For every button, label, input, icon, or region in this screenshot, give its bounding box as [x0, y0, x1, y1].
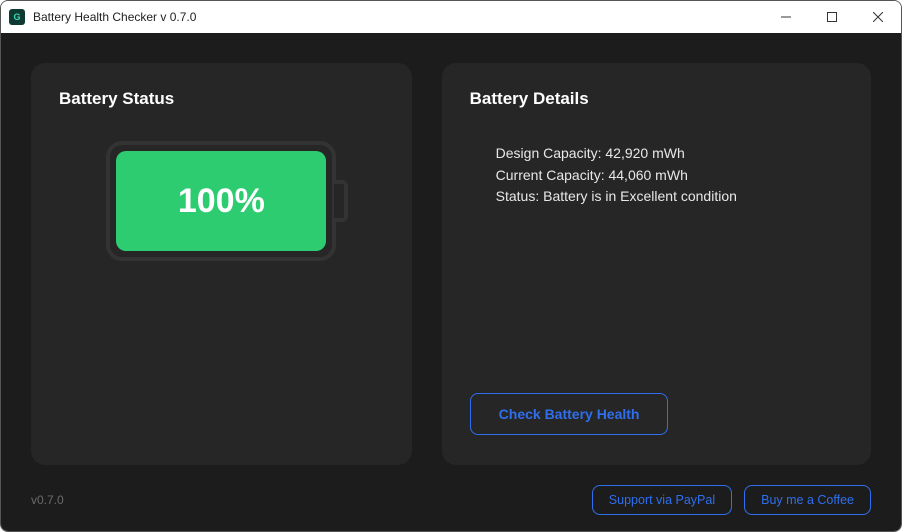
titlebar: G Battery Health Checker v 0.7.0	[1, 1, 901, 33]
battery-status-title: Battery Status	[59, 89, 384, 109]
maximize-button[interactable]	[809, 1, 855, 33]
minimize-icon	[781, 12, 791, 22]
battery-body: 100%	[106, 141, 336, 261]
design-capacity-row: Design Capacity: 42,920 mWh	[496, 143, 843, 165]
battery-fill: 100%	[116, 151, 326, 251]
app-body: Battery Status 100% Battery Details Desi…	[1, 33, 901, 531]
footer: v0.7.0 Support via PayPal Buy me a Coffe…	[31, 483, 871, 517]
maximize-icon	[827, 12, 837, 22]
support-paypal-button[interactable]: Support via PayPal	[592, 485, 732, 515]
battery-status-row: Status: Battery is in Excellent conditio…	[496, 186, 843, 208]
footer-buttons: Support via PayPal Buy me a Coffee	[592, 485, 871, 515]
battery-percent-label: 100%	[178, 182, 265, 221]
buy-coffee-button[interactable]: Buy me a Coffee	[744, 485, 871, 515]
battery-graphic: 100%	[59, 141, 384, 261]
check-battery-health-button[interactable]: Check Battery Health	[470, 393, 669, 435]
current-capacity-row: Current Capacity: 44,060 mWh	[496, 165, 843, 187]
battery-status-panel: Battery Status 100%	[31, 63, 412, 465]
version-label: v0.7.0	[31, 493, 64, 507]
battery-details-panel: Battery Details Design Capacity: 42,920 …	[442, 63, 871, 465]
window-title: Battery Health Checker v 0.7.0	[33, 10, 763, 24]
app-icon: G	[9, 9, 25, 25]
battery-details-text: Design Capacity: 42,920 mWh Current Capa…	[496, 143, 843, 208]
window-controls	[763, 1, 901, 33]
close-button[interactable]	[855, 1, 901, 33]
app-window: G Battery Health Checker v 0.7.0 Battery…	[0, 0, 902, 532]
close-icon	[873, 12, 883, 22]
minimize-button[interactable]	[763, 1, 809, 33]
battery-tip	[334, 180, 348, 222]
battery-details-title: Battery Details	[470, 89, 843, 109]
panels-row: Battery Status 100% Battery Details Desi…	[31, 63, 871, 465]
